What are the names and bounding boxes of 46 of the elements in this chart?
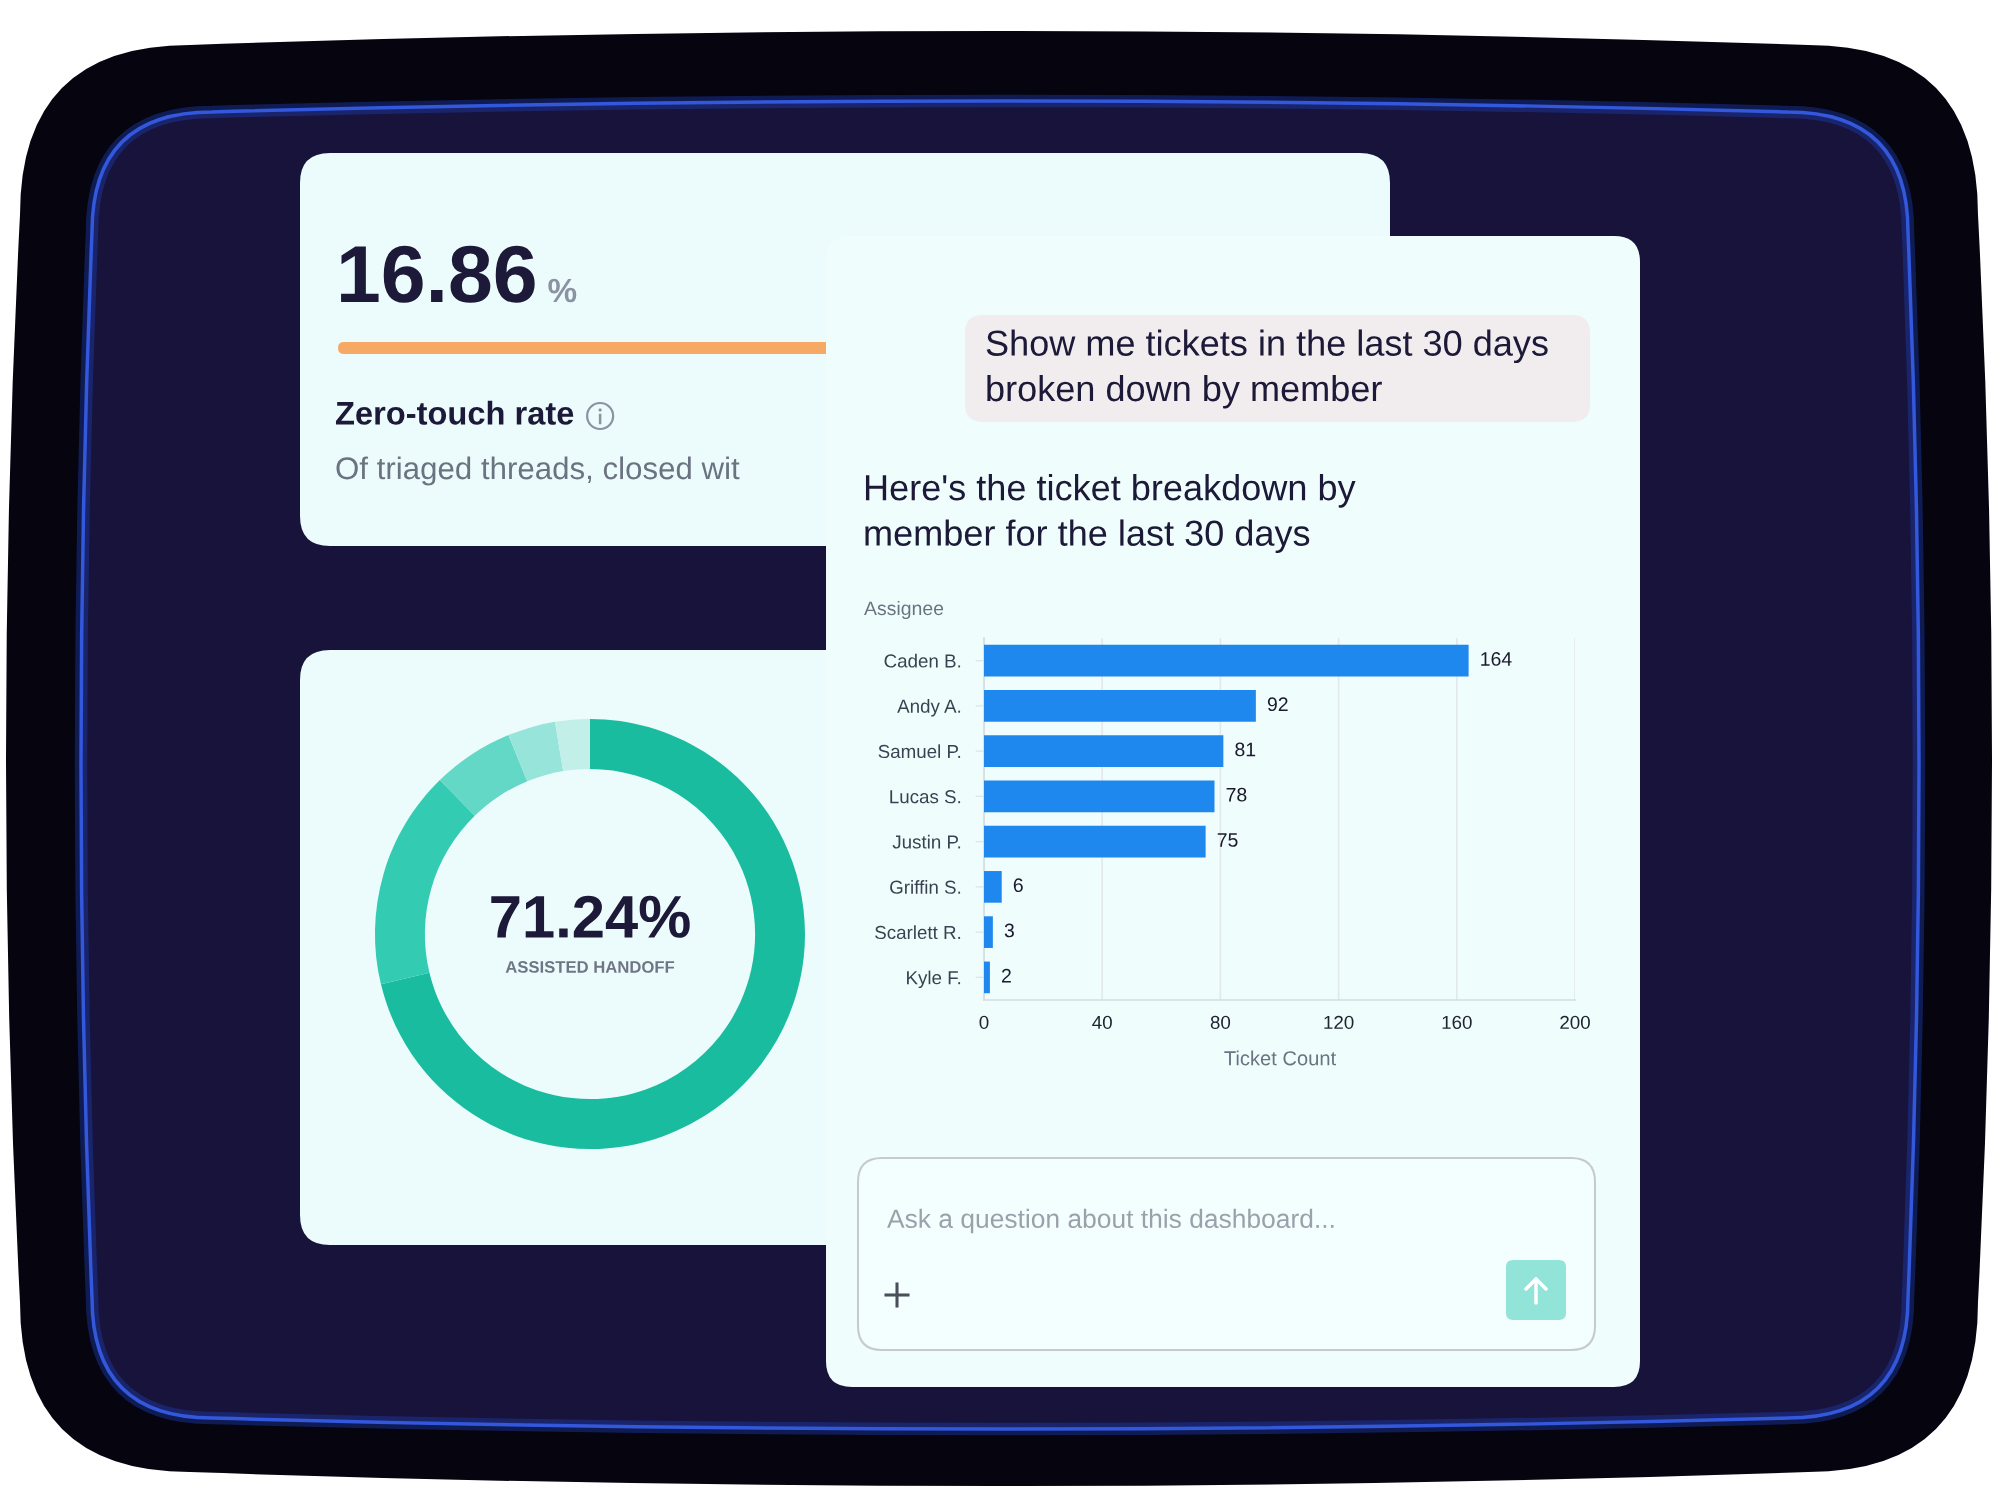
y-axis-title: Assignee (864, 600, 944, 620)
text: Of triaged threads, closed wit (336, 456, 740, 486)
chart-title: Here's the ticket breakdown by member for the last 30 days (865, 474, 1356, 554)
data-label: 78 (1226, 787, 1247, 802)
y-tick-label: Scarlett R. (875, 925, 961, 940)
y-tick-label: Griffin S. (890, 880, 961, 894)
text: 71.24% (491, 895, 690, 938)
bar (984, 644, 1469, 677)
bar (984, 871, 1002, 903)
text: Show me tickets in the last 30 days broken down by member (986, 329, 1548, 409)
y-tick-label: Andy A. (897, 699, 961, 717)
y-tick-label: Lucas S. (890, 790, 961, 804)
donut-slice (380, 719, 805, 1149)
bar (984, 690, 1256, 722)
text: Ask a question about this dashboard... (887, 1208, 1334, 1234)
data-label: 164 (1481, 652, 1512, 666)
x-tick-label: 40 (1092, 1015, 1112, 1030)
x-tick-label: 0 (979, 1015, 989, 1030)
text: 16.86 (341, 245, 535, 303)
y-tick-label: Justin P. (892, 834, 961, 849)
bar (984, 780, 1215, 813)
bar (984, 916, 993, 948)
data-label: 81 (1235, 742, 1256, 757)
donut-slice (508, 721, 564, 782)
data-label: 6 (1013, 878, 1023, 893)
x-tick-label: 200 (1560, 1015, 1590, 1030)
x-tick-label: 120 (1324, 1015, 1354, 1030)
donut-slice (555, 719, 590, 772)
y-tick-label: Kyle F. (907, 970, 961, 989)
donut-slice (439, 735, 528, 816)
text: Zero-touch rate (335, 400, 574, 425)
bar (984, 961, 990, 994)
y-tick-label: Samuel P. (878, 744, 961, 759)
donut-slice (375, 780, 475, 985)
text: ASSISTED HANDOFF (505, 961, 675, 973)
x-tick-label: 160 (1442, 1015, 1472, 1030)
bar (984, 825, 1206, 858)
data-label: 2 (1002, 968, 1011, 983)
x-axis-title: Ticket Count (1224, 1050, 1336, 1066)
text: % (548, 278, 577, 303)
y-tick-label: Caden B. (884, 653, 961, 668)
data-label: 92 (1267, 697, 1288, 712)
x-tick-label: 80 (1210, 1015, 1231, 1030)
bar (984, 735, 1224, 767)
data-label: 75 (1217, 833, 1238, 847)
data-label: 3 (1004, 923, 1014, 938)
